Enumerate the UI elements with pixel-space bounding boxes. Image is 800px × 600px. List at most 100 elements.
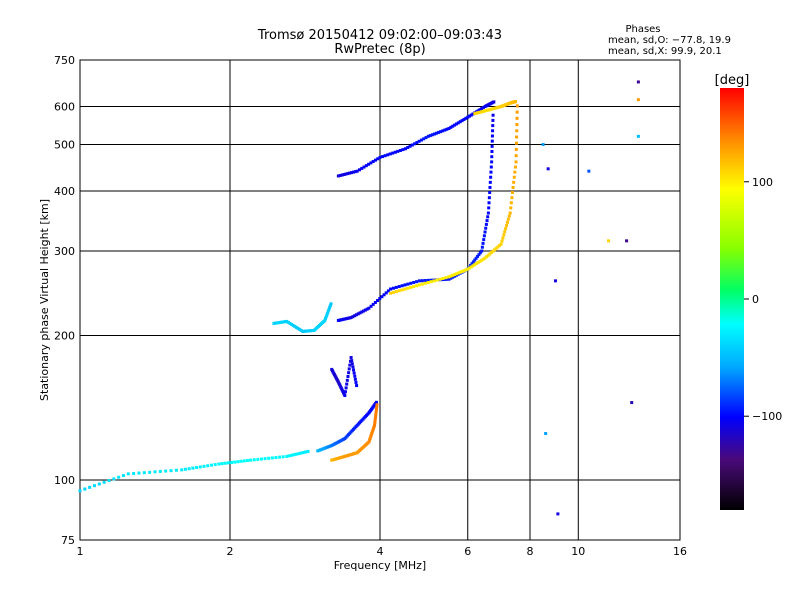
data-point — [354, 380, 358, 384]
data-point — [476, 254, 480, 258]
data-point — [400, 284, 404, 288]
data-point — [187, 467, 191, 471]
data-point — [474, 262, 478, 266]
data-point — [466, 115, 470, 119]
data-point — [288, 321, 292, 325]
data-point — [206, 464, 210, 468]
data-point — [432, 279, 436, 283]
data-point — [484, 222, 488, 226]
data-point — [432, 132, 436, 136]
data-point — [378, 155, 382, 159]
chart-subtitle: RwPretec (8p) — [334, 42, 425, 57]
data-point — [630, 401, 634, 405]
trace-upper-O — [336, 100, 496, 178]
data-point — [435, 131, 439, 135]
data-point — [363, 308, 367, 312]
data-point — [435, 278, 439, 282]
data-point — [372, 425, 376, 429]
data-point — [484, 226, 488, 230]
data-point — [183, 467, 187, 471]
data-point — [478, 251, 482, 255]
data-point — [464, 116, 468, 120]
data-point — [326, 311, 330, 315]
data-point — [467, 266, 471, 270]
data-point — [625, 239, 629, 243]
x-axis-ticks: 1 2 4 6 8 10 16 — [77, 545, 688, 558]
data-point — [360, 310, 364, 314]
data-point — [515, 123, 519, 127]
data-point — [296, 326, 300, 330]
data-point — [290, 453, 294, 457]
data-point — [454, 122, 458, 126]
data-point — [285, 454, 289, 458]
data-point — [389, 287, 393, 291]
data-point — [410, 143, 414, 147]
data-point — [490, 160, 494, 164]
data-point — [466, 267, 470, 271]
data-point — [438, 277, 442, 281]
data-point — [491, 249, 495, 253]
data-point — [476, 109, 480, 113]
data-point — [327, 307, 331, 311]
data-point — [449, 125, 453, 129]
data-point — [398, 148, 402, 152]
data-point — [259, 457, 263, 461]
data-point — [423, 279, 427, 283]
data-point — [587, 169, 591, 173]
data-point — [480, 249, 484, 253]
data-point — [489, 251, 493, 255]
data-point — [483, 256, 487, 260]
data-point — [338, 173, 342, 177]
trace-upper-X — [473, 100, 517, 116]
data-point — [485, 255, 489, 259]
data-point — [371, 302, 375, 306]
data-point — [245, 459, 249, 463]
data-point — [515, 135, 519, 139]
data-point — [353, 374, 357, 378]
data-point — [444, 277, 448, 281]
data-point — [469, 265, 473, 269]
data-point — [371, 428, 375, 432]
data-point — [460, 269, 464, 273]
data-point — [220, 462, 224, 466]
data-point — [226, 461, 230, 465]
data-point — [374, 414, 378, 418]
data-point — [102, 480, 106, 484]
data-point — [508, 211, 512, 215]
trace-F1-cyan — [272, 302, 333, 333]
data-point — [489, 175, 493, 179]
data-point — [198, 465, 202, 469]
data-point — [294, 452, 298, 456]
data-point — [278, 455, 282, 459]
data-point — [514, 160, 518, 164]
data-point — [443, 128, 447, 132]
data-point — [456, 121, 460, 125]
data-point — [350, 362, 354, 366]
data-point — [451, 124, 455, 128]
trace-F2-X — [389, 104, 519, 295]
data-point — [252, 458, 256, 462]
data-point — [483, 230, 487, 234]
data-point — [400, 288, 404, 292]
data-point — [83, 487, 87, 491]
data-point — [354, 313, 358, 317]
data-point — [352, 371, 356, 375]
data-point — [412, 280, 416, 284]
data-point — [492, 100, 496, 104]
data-point — [415, 284, 419, 288]
data-point — [121, 474, 125, 478]
data-point — [428, 134, 432, 138]
data-point — [249, 458, 253, 462]
data-point — [153, 470, 157, 474]
data-point — [489, 165, 493, 169]
data-point — [487, 196, 491, 200]
data-point — [358, 311, 362, 315]
data-point — [230, 460, 234, 464]
data-point — [496, 245, 500, 249]
data-point — [485, 219, 489, 223]
data-point — [481, 106, 485, 110]
data-point — [324, 315, 328, 319]
data-point — [422, 137, 426, 141]
data-point — [488, 191, 492, 195]
data-point — [342, 173, 346, 177]
